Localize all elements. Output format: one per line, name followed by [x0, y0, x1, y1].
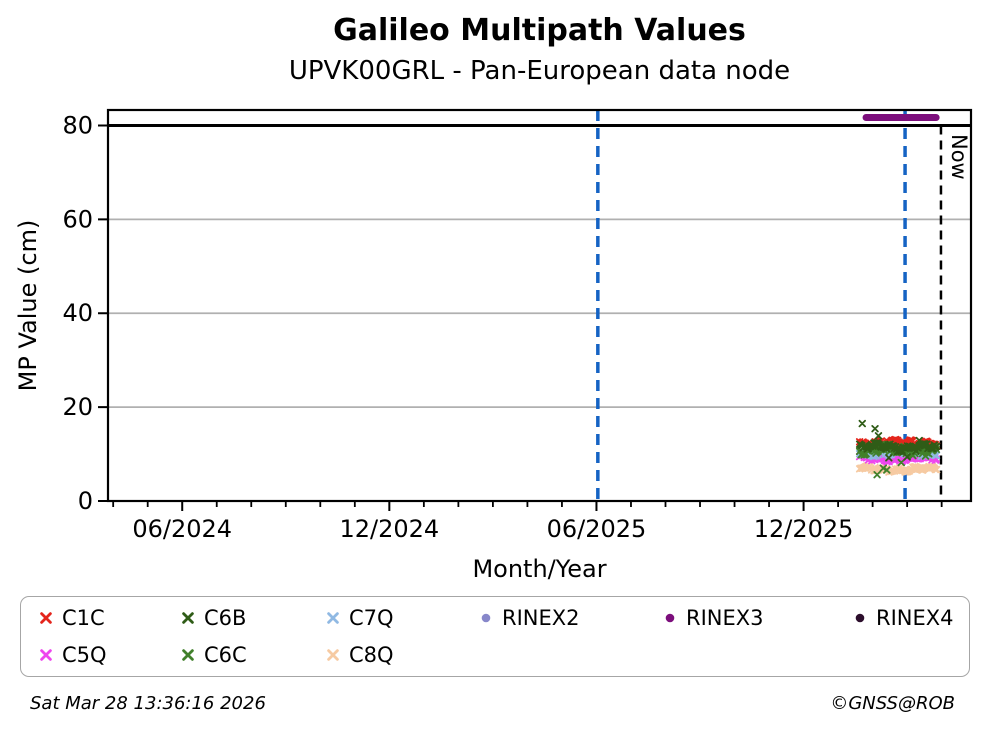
- legend-label-rinex4: RINEX4: [876, 606, 954, 630]
- legend-box: C1C C6B C7Q RINEX2 RINEX3 RINEX4 C5Q C6C C8Q: [20, 596, 970, 677]
- legend-item-c1c: C1C: [39, 606, 181, 630]
- svg-text:12/2025: 12/2025: [754, 515, 854, 543]
- svg-text:06/2025: 06/2025: [547, 515, 647, 543]
- y-axis-ticks: 0 20 40 60 80: [62, 111, 108, 515]
- legend-item-c5q: C5Q: [39, 643, 181, 667]
- legend-label-c7q: C7Q: [349, 606, 394, 630]
- legend-marker-rinex2: [481, 613, 491, 623]
- legend-marker-rinex4: [855, 613, 865, 623]
- legend-item-c6c: C6C: [181, 643, 326, 667]
- now-label: Now: [947, 134, 971, 180]
- legend-label-c8q: C8Q: [349, 643, 394, 667]
- plot-border: [106, 108, 973, 503]
- legend-marker-c6c: [182, 649, 194, 661]
- legend-label-c6b: C6B: [204, 606, 247, 630]
- legend-label-rinex3: RINEX3: [686, 606, 764, 630]
- legend-marker-c5q: [40, 649, 52, 661]
- x-axis-label: Month/Year: [472, 555, 606, 583]
- legend-marker-c1c: [40, 612, 52, 624]
- legend-marker-c7q: [327, 612, 339, 624]
- legend-item-rinex2: RINEX2: [479, 606, 663, 630]
- svg-text:60: 60: [62, 205, 93, 233]
- legend-marker-c8q: [327, 649, 339, 661]
- legend-marker-c6b: [182, 612, 194, 624]
- svg-text:40: 40: [62, 299, 93, 327]
- copyright: ©GNSS@ROB: [830, 693, 955, 714]
- legend-label-c5q: C5Q: [62, 643, 107, 667]
- series-c6b-points: [855, 419, 941, 462]
- svg-text:20: 20: [62, 393, 93, 421]
- legend-item-c6b: C6B: [181, 606, 326, 630]
- svg-text:80: 80: [62, 111, 93, 139]
- timestamp: Sat Mar 28 13:36:16 2026: [30, 693, 266, 714]
- legend-item-rinex3: RINEX3: [663, 606, 853, 630]
- legend-item-c7q: C7Q: [326, 606, 479, 630]
- svg-text:0: 0: [78, 487, 93, 515]
- y-gridlines: [108, 124, 971, 409]
- legend-item-rinex4: RINEX4: [853, 606, 969, 630]
- x-axis-ticks: 06/2024 12/2024 06/2025 12/2025: [112, 501, 943, 543]
- legend-item-c8q: C8Q: [326, 643, 479, 667]
- legend-marker-rinex3: [665, 613, 675, 623]
- chart-subtitle: UPVK00GRL - Pan-European data node: [288, 56, 791, 86]
- legend-label-rinex2: RINEX2: [502, 606, 580, 630]
- svg-text:06/2024: 06/2024: [132, 515, 232, 543]
- chart-title: Galileo Multipath Values: [333, 13, 746, 48]
- svg-text:12/2024: 12/2024: [339, 515, 439, 543]
- legend-label-c1c: C1C: [62, 606, 105, 630]
- y-axis-label: MP Value (cm): [14, 220, 42, 392]
- legend-label-c6c: C6C: [204, 643, 247, 667]
